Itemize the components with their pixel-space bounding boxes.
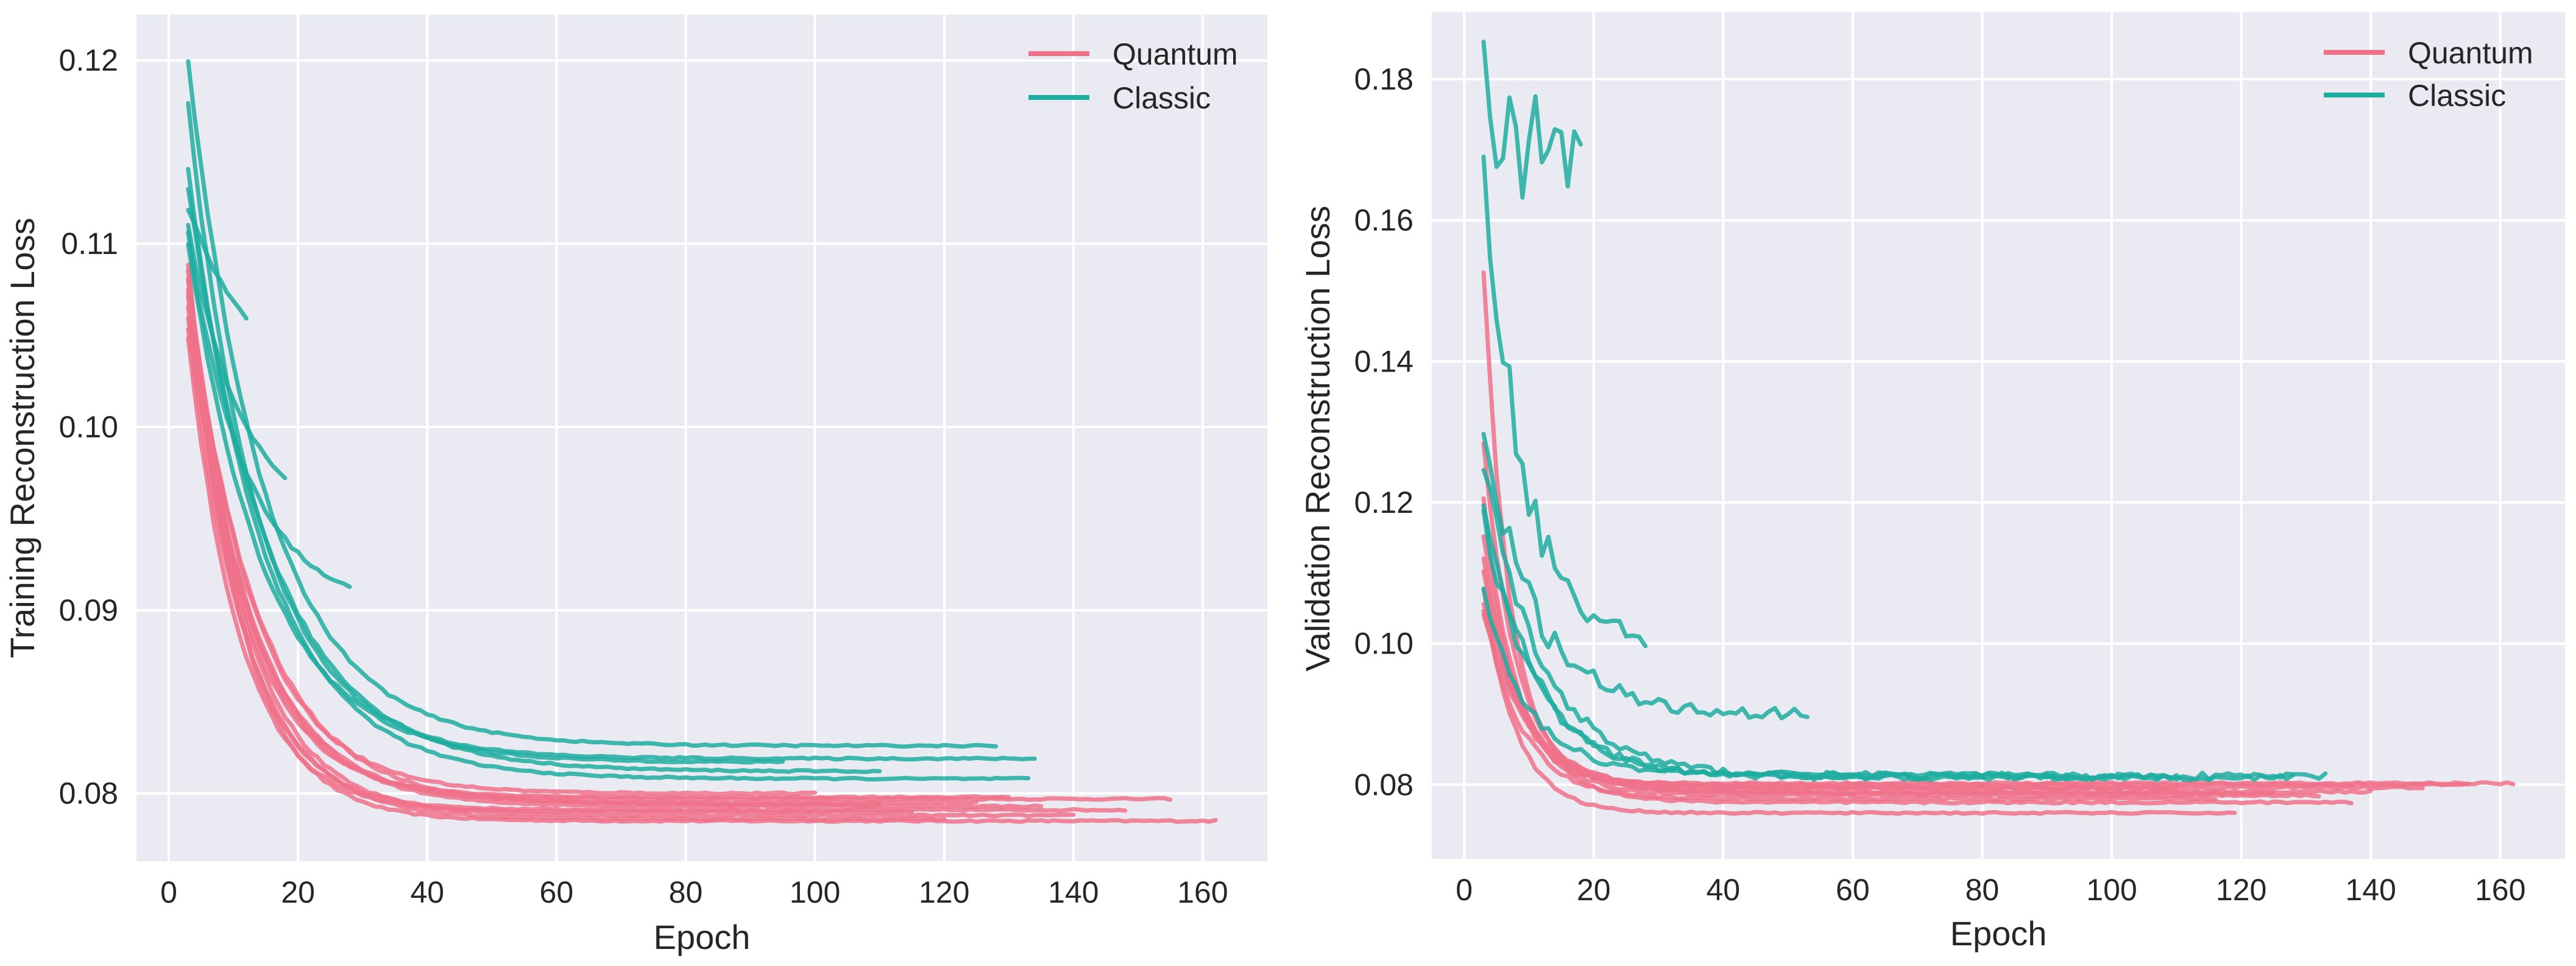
legend: Quantum Classic: [2324, 36, 2533, 113]
x-tick-label: 0: [1456, 873, 1473, 907]
x-axis-label: Epoch: [1950, 914, 2047, 953]
y-axis-label: Training Reconstruction Loss: [3, 217, 41, 658]
x-tick-label: 20: [1577, 873, 1611, 907]
classic-series-line: [1481, 40, 1583, 200]
x-tick-label: 120: [2216, 873, 2266, 907]
tick-labels: 0 20 40 60 80 100 120 140 160 0.08 0.09 0.10 0.11 0.1…: [59, 43, 1228, 909]
classic-series-line: [186, 230, 352, 589]
legend-label-quantum: Quantum: [1113, 37, 1238, 71]
y-tick-label: 0.12: [1354, 485, 1414, 520]
classic-series-line: [1481, 154, 1648, 649]
x-tick-label: 20: [281, 875, 315, 909]
legend-label-classic: Classic: [1113, 81, 1211, 115]
quantum-series-line: [1481, 608, 2218, 802]
classic-series-line: [186, 100, 1037, 762]
x-tick-label: 80: [1966, 873, 2000, 907]
y-tick-label: 0.14: [1354, 344, 1414, 378]
classic-series-line: [186, 186, 882, 774]
classic-series-line: [1481, 508, 2179, 781]
quantum-series-line: [1481, 587, 2237, 816]
y-tick-label: 0.16: [1354, 203, 1414, 238]
x-tick-label: 60: [1836, 873, 1870, 907]
classic-series-line: [1481, 431, 1810, 721]
quantum-series-line: [1481, 612, 2179, 792]
plot-area: [136, 15, 1267, 861]
plot-area: [1432, 12, 2565, 859]
y-axis-label: Validation Reconstruction Loss: [1298, 206, 1337, 672]
y-tick-label: 0.12: [59, 43, 118, 77]
series-lines: [1481, 40, 2516, 816]
quantum-series-line: [186, 277, 818, 797]
quantum-series-line: [1481, 602, 2276, 797]
quantum-series-line: [186, 326, 947, 822]
legend: Quantum Classic: [1028, 37, 1238, 115]
classic-series-line: [186, 223, 288, 481]
y-tick-label: 0.11: [61, 227, 118, 261]
classic-series-line: [186, 59, 999, 749]
validation-loss-chart: 0 20 40 60 80 100 120 140 160 0.08 0.10 0.12 0.14 0.1…: [1298, 12, 2565, 953]
x-tick-label: 60: [540, 875, 574, 909]
quantum-series-line: [186, 304, 1011, 800]
x-tick-label: 40: [410, 875, 444, 909]
y-tick-label: 0.18: [1354, 62, 1414, 96]
y-tick-label: 0.10: [1354, 627, 1414, 661]
quantum-series-line: [186, 287, 1076, 819]
x-tick-label: 40: [1706, 873, 1740, 907]
quantum-series-line: [1481, 534, 2354, 806]
y-tick-label: 0.10: [59, 410, 118, 444]
x-tick-label: 160: [2475, 873, 2525, 907]
x-tick-label: 80: [669, 875, 703, 909]
tick-labels: 0 20 40 60 80 100 120 140 160 0.08 0.10 0.12 0.14 0.1…: [1354, 62, 2526, 907]
legend-label-classic: Classic: [2408, 79, 2506, 113]
x-axis-label: Epoch: [654, 918, 751, 956]
x-tick-label: 140: [1048, 875, 1099, 909]
y-tick-label: 0.09: [59, 593, 118, 627]
x-tick-label: 100: [2086, 873, 2137, 907]
x-tick-label: 0: [160, 875, 177, 909]
y-tick-label: 0.08: [1354, 767, 1414, 802]
classic-series-line: [186, 208, 249, 321]
classic-series-line: [186, 242, 785, 765]
y-tick-label: 0.08: [59, 777, 118, 811]
classic-series-line: [1481, 586, 2082, 778]
x-tick-label: 160: [1177, 875, 1228, 909]
training-loss-chart: 0 20 40 60 80 100 120 140 160 0.08 0.09 0.10 0.11 0.1…: [3, 15, 1267, 956]
quantum-series-line: [1481, 569, 2321, 799]
quantum-series-line: [186, 336, 915, 815]
x-tick-label: 140: [2345, 873, 2396, 907]
series-lines: [186, 59, 1218, 824]
x-tick-label: 100: [790, 875, 840, 909]
x-tick-label: 120: [919, 875, 969, 909]
legend-label-quantum: Quantum: [2408, 36, 2533, 70]
